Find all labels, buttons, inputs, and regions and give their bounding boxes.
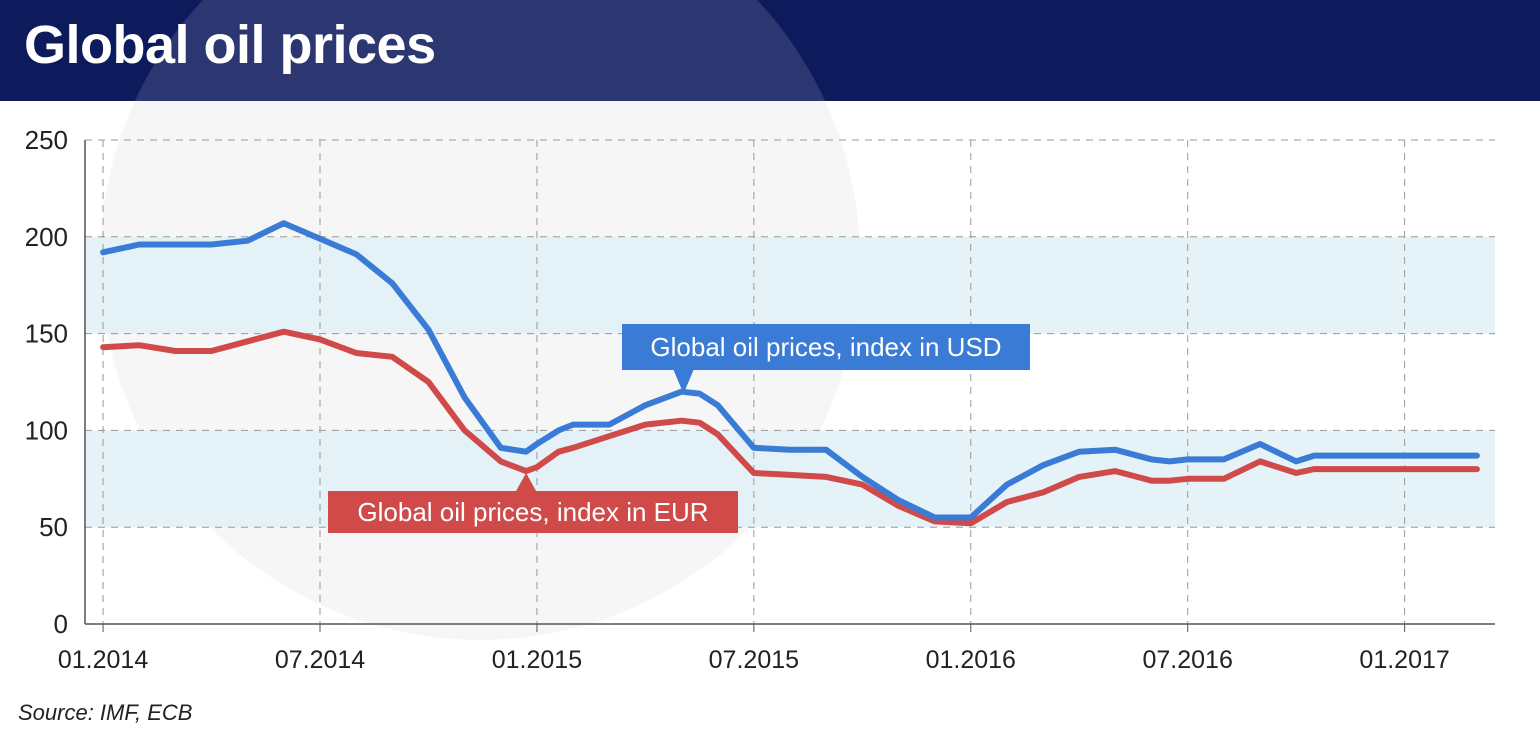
watermark-circle — [100, 101, 860, 640]
y-tick-label: 250 — [25, 125, 68, 155]
shaded-band — [85, 430, 1495, 528]
usd-callout-box — [622, 324, 1030, 370]
x-tick-label: 07.2015 — [709, 646, 799, 674]
chart-background — [85, 101, 1495, 640]
chart-callouts: Global oil prices, index in USD Global oi… — [328, 324, 1030, 533]
line-chart: 0 50 100 150 200 250 01.2014 07.2014 01.2015 07.2… — [25, 101, 1495, 674]
y-tick-label: 50 — [39, 512, 68, 542]
x-tick-label: 01.2016 — [926, 646, 1016, 674]
usd-callout: Global oil prices, index in USD — [622, 324, 1030, 394]
x-tick-label: 07.2016 — [1143, 646, 1233, 674]
usd-callout-pointer — [673, 370, 694, 394]
x-tick-label: 01.2014 — [58, 646, 148, 674]
source-note: Source: IMF, ECB — [18, 700, 193, 725]
chart-axes: 0 50 100 150 200 250 01.2014 07.2014 01.2015 07.2… — [25, 125, 1495, 674]
y-tick-label: 0 — [54, 609, 68, 639]
usd-series-line — [100, 220, 1480, 521]
shaded-band — [85, 236, 1495, 334]
eur-callout: Global oil prices, index in EUR — [328, 473, 738, 533]
y-tick-label: 200 — [25, 222, 68, 252]
y-tick-label: 100 — [25, 415, 68, 445]
x-tick-label: 01.2015 — [492, 646, 582, 674]
usd-callout-text: Global oil prices, index in USD — [650, 332, 1001, 362]
y-tick-label: 150 — [25, 319, 68, 349]
chart-header: Global oil prices — [0, 0, 1540, 101]
chart-title: Global oil prices — [24, 15, 436, 75]
eur-series-line — [100, 328, 1480, 527]
chart-series — [100, 220, 1480, 527]
x-tick-label: 01.2017 — [1359, 646, 1449, 674]
eur-callout-box — [328, 491, 738, 533]
eur-callout-pointer — [516, 473, 537, 491]
eur-callout-text: Global oil prices, index in EUR — [357, 497, 708, 527]
x-tick-label: 07.2014 — [275, 646, 365, 674]
